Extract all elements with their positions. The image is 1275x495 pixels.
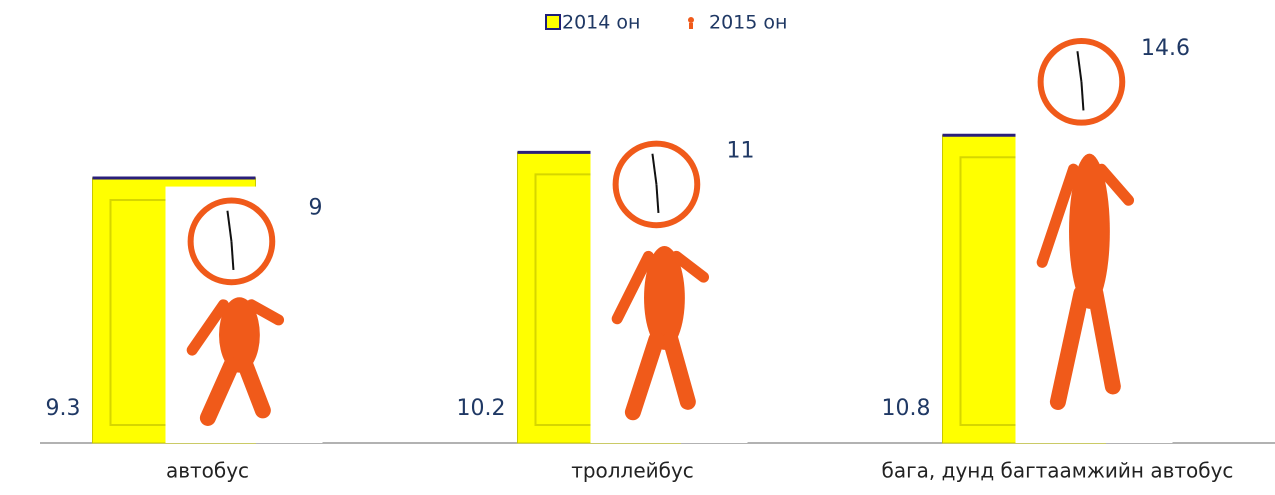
legend-label: 2014 он [562, 12, 640, 34]
value-label: 11 [727, 139, 755, 164]
x-tick-label: троллейбус [571, 459, 694, 483]
legend-label: 2015 он [709, 12, 787, 34]
value-label: 9.3 [46, 396, 81, 421]
x-tick-label: бага, дунд багтаамжийн автобус [882, 459, 1234, 483]
legend-marker [546, 15, 560, 29]
value-label: 9 [309, 196, 323, 221]
value-label: 10.8 [882, 396, 931, 421]
chart: 2014 он 2015 он автобус 9.3 9 троллейбус 10.2 1… [0, 0, 1275, 495]
legend: 2014 он 2015 он [546, 12, 787, 34]
x-tick-label: автобус [166, 459, 249, 483]
legend-marker [689, 23, 693, 29]
value-label: 10.2 [457, 396, 506, 421]
legend-marker [688, 17, 694, 23]
value-label: 14.6 [1141, 36, 1190, 61]
